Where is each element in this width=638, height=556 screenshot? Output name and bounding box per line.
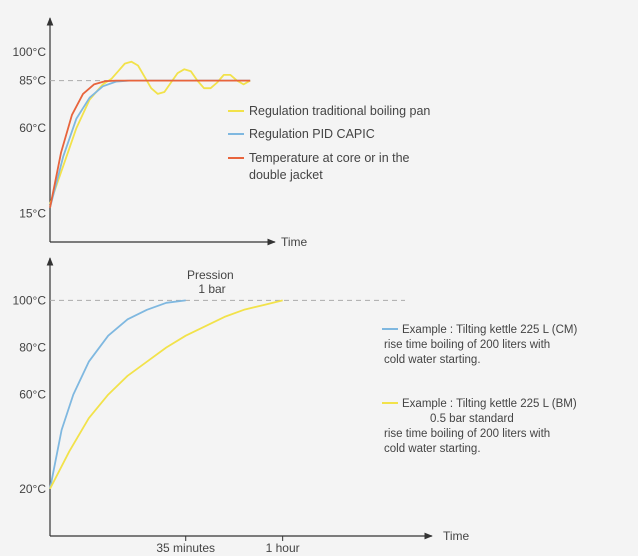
chart2-annotation: Pression 1 bar	[187, 268, 237, 296]
chart1-series-traditional	[49, 60, 251, 205]
annotation-line-2: 1 bar	[198, 282, 225, 296]
chart2-y-tick-100-c: 100°C	[13, 293, 47, 307]
legend-label-cm-line-2: rise time boiling of 200 liters with	[384, 339, 550, 351]
chart2-x-axis-label: Time	[443, 529, 470, 543]
chart1-series-core	[49, 79, 251, 208]
legend-label-bm-line-3: rise time boiling of 200 liters with	[384, 428, 550, 440]
chart2-y-tick-60-c: 60°C	[19, 388, 46, 402]
chart2-y-tick-80-c: 80°C	[19, 341, 46, 355]
legend-label-cm-line-3: cold water starting.	[384, 354, 481, 366]
legend-label-pid: Regulation PID CAPIC	[249, 127, 375, 141]
annotation-line-1: Pression	[187, 268, 234, 282]
legend-label-core: Temperature at core or in the double jac…	[249, 151, 413, 182]
legend-label-core-line-1: Temperature at core or in the	[249, 151, 410, 165]
chart2-x-tick-1-hour: 1 hour	[266, 541, 300, 555]
chart1-y-tick-100-c: 100°C	[13, 45, 47, 59]
chart1-y-tick-15-c: 15°C	[19, 207, 46, 221]
chart2-series-cm	[49, 299, 186, 490]
legend-label-cm-line-1: Example : Tilting kettle 225 L (CM)	[402, 324, 578, 336]
chart1-x-axis-label: Time	[281, 235, 308, 249]
chart1-y-tick-85-c: 85°C	[19, 74, 46, 88]
legend-label-bm: Example : Tilting kettle 225 L (BM) 0.5 b…	[384, 398, 577, 455]
legend-label-core-line-2: double jacket	[249, 168, 323, 182]
legend-label-bm-line-2: 0.5 bar standard	[430, 413, 514, 425]
chart1-y-tick-60-c: 60°C	[19, 121, 46, 135]
legend-label-cm: Example : Tilting kettle 225 L (CM) rise …	[384, 324, 578, 366]
legend-label-bm-line-1: Example : Tilting kettle 225 L (BM)	[402, 398, 577, 410]
chart1-legend: Regulation traditional boiling pan Regul…	[228, 104, 430, 182]
chart2-series-bm	[49, 299, 283, 490]
chart2-legend: Example : Tilting kettle 225 L (CM) rise …	[382, 324, 578, 455]
legend-label-traditional: Regulation traditional boiling pan	[249, 104, 430, 118]
legend-label-bm-line-4: cold water starting.	[384, 443, 481, 455]
chart2-y-tick-20-c: 20°C	[19, 482, 46, 496]
chart2-x-tick-35-minutes: 35 minutes	[156, 541, 215, 555]
